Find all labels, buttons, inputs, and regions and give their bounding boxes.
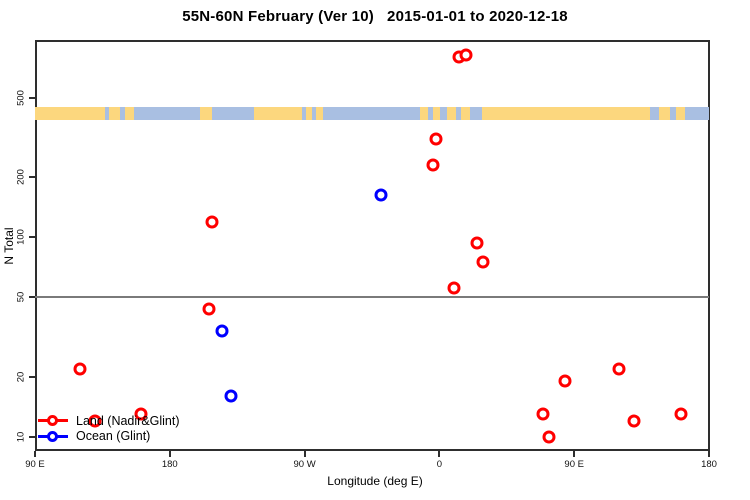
data-point <box>558 374 572 388</box>
map-strip-land-segment <box>109 107 121 120</box>
map-strip-land-segment <box>482 107 650 120</box>
legend-item: Land (Nadir&Glint) <box>38 413 180 429</box>
x-tick-label: 90 E <box>564 459 584 470</box>
map-strip-land-segment <box>432 107 441 120</box>
y-tick <box>29 296 35 299</box>
y-tick <box>29 436 35 438</box>
x-tick <box>34 451 36 457</box>
y-tick <box>29 236 35 239</box>
data-point <box>202 302 216 316</box>
y-tick-label: 100 <box>15 229 27 246</box>
x-tick <box>303 451 306 457</box>
data-point <box>215 324 229 338</box>
x-tick-label: 90 W <box>293 459 316 470</box>
map-strip-land-segment <box>253 107 303 120</box>
map-strip-land-segment <box>124 107 134 120</box>
data-point <box>612 362 626 376</box>
y-tick-label: 500 <box>15 89 27 106</box>
x-tick-label: 0 <box>436 459 443 470</box>
data-point <box>536 407 550 421</box>
data-point <box>73 362 87 376</box>
map-strip-land-segment <box>199 107 213 120</box>
data-point <box>429 132 443 146</box>
x-tick-label: 90 E <box>25 459 45 470</box>
y-tick <box>29 375 35 378</box>
data-point <box>476 255 490 269</box>
data-point <box>627 414 641 428</box>
x-tick <box>438 451 441 457</box>
data-point <box>374 188 388 202</box>
y-tick-label: 20 <box>15 371 27 383</box>
map-strip-land-segment <box>306 107 313 120</box>
data-point <box>459 48 473 62</box>
map-strip <box>35 107 709 120</box>
x-tick <box>573 451 576 457</box>
data-point <box>88 414 102 428</box>
x-tick-label: 180 <box>161 459 178 470</box>
chart-title: 55N-60N February (Ver 10) 2015-01-01 to … <box>182 8 568 25</box>
map-strip-land-segment <box>446 107 456 120</box>
map-strip-land-segment <box>461 107 471 120</box>
map-strip-land-segment <box>676 107 686 120</box>
data-point <box>447 281 461 295</box>
map-strip-land-segment <box>419 107 429 120</box>
data-point <box>674 407 688 421</box>
data-point <box>224 389 238 403</box>
data-point <box>470 236 484 250</box>
legend-label: Ocean (Glint) <box>76 429 151 444</box>
y-tick <box>29 176 35 179</box>
map-strip-land-segment <box>315 107 324 120</box>
legend-item: Ocean (Glint) <box>38 429 180 445</box>
data-point <box>134 407 148 421</box>
x-tick-label: 180 <box>701 459 717 470</box>
y-tick-label: 10 <box>15 431 27 443</box>
x-tick <box>168 451 171 457</box>
x-axis-title: Longitude (deg E) <box>327 474 423 488</box>
reference-line-n50 <box>35 296 709 299</box>
y-axis-title: N Total <box>2 227 16 265</box>
data-point <box>205 215 219 229</box>
y-tick <box>29 96 35 99</box>
y-tick-label: 200 <box>15 169 27 186</box>
y-tick-label: 50 <box>15 292 27 303</box>
legend: Land (Nadir&Glint) Ocean (Glint) <box>38 413 180 444</box>
map-strip-land-segment <box>658 107 671 120</box>
x-tick <box>708 451 710 457</box>
data-point <box>426 158 440 172</box>
data-point <box>542 430 556 444</box>
plot-box <box>35 40 710 451</box>
legend-marker-icon <box>38 415 68 427</box>
map-strip-land-segment <box>35 107 105 120</box>
legend-label: Land (Nadir&Glint) <box>76 413 180 428</box>
legend-marker-icon <box>38 430 68 442</box>
